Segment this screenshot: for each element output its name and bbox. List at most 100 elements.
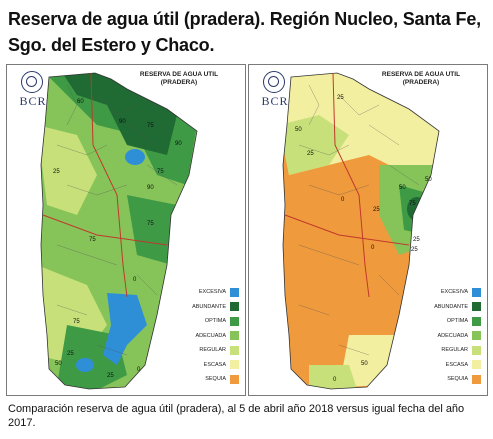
legend-item-regular: REGULAR: [175, 343, 243, 358]
figure-caption: Comparación reserva de agua útil (prader…: [8, 403, 465, 429]
legend-swatch: [472, 302, 481, 312]
contour-label: 25: [411, 247, 418, 253]
logo-text: BCR: [261, 94, 289, 108]
department-borders: [298, 84, 420, 356]
bcr-logo: BCR: [15, 71, 51, 111]
contour-label: 75: [147, 221, 154, 227]
logo-text: BCR: [19, 94, 47, 108]
legend: EXCESIVA ABUNDANTE OPTIMA ADECUADA REGUL…: [417, 285, 485, 387]
contour-label: 50: [399, 185, 406, 191]
legend-item-excesiva: EXCESIVA: [175, 285, 243, 300]
map-2018: 60 90 75 90 75 90 25 75 75 0 75 25 50 25…: [40, 72, 198, 390]
bcr-logo: BCR: [257, 71, 293, 111]
zone-regular: [41, 125, 97, 215]
legend-swatch: [472, 287, 481, 297]
legend-item-escasa: ESCASA: [175, 358, 243, 373]
legend-item-escasa: ESCASA: [417, 358, 485, 373]
legend-swatch: [472, 360, 481, 370]
legend-label: ABUNDANTE: [192, 303, 226, 310]
zone-excesiva-north: [125, 149, 145, 165]
legend-label: REGULAR: [441, 347, 468, 354]
legend-item-abundante: ABUNDANTE: [417, 300, 485, 315]
contour-label: 25: [373, 207, 380, 213]
region-outline: [40, 72, 198, 390]
contour-label: 25: [307, 151, 314, 157]
legend-item-regular: REGULAR: [417, 343, 485, 358]
panel-header-subtitle: (PRADERA): [402, 79, 440, 86]
legend-item-sequia: SEQUIA: [175, 372, 243, 387]
contour-label: 90: [119, 119, 126, 125]
legend-item-adecuada: ADECUADA: [175, 329, 243, 344]
contour-label: 25: [107, 373, 114, 379]
panel-header: RESERVA DE AGUA UTIL (PRADERA): [361, 71, 481, 87]
legend-item-excesiva: EXCESIVA: [417, 285, 485, 300]
department-borders: [56, 84, 178, 356]
contour-label: 0: [133, 277, 137, 283]
zone-excesiva-south: [76, 358, 94, 372]
legend-label: EXCESIVA: [198, 289, 226, 296]
legend-label: REGULAR: [199, 347, 226, 354]
legend-label: ABUNDANTE: [434, 303, 468, 310]
contour-label: 75: [73, 319, 80, 325]
legend-swatch: [230, 287, 239, 297]
legend-label: SEQUIA: [447, 376, 468, 383]
legend-item-optima: OPTIMA: [417, 314, 485, 329]
contour-label: 75: [147, 123, 154, 129]
contour-label: 0: [137, 367, 141, 373]
zone-regular: [283, 115, 349, 175]
region-outline: [282, 72, 440, 390]
legend-label: ADECUADA: [195, 332, 226, 339]
contour-labels: 60 90 75 90 75 90 25 75 75 0 75 25 50 25…: [53, 99, 182, 379]
contour-label: 25: [53, 169, 60, 175]
legend-item-optima: OPTIMA: [175, 314, 243, 329]
contour-label: 0: [341, 197, 345, 203]
zone-optima: [399, 185, 434, 235]
contour-label: 25: [413, 237, 420, 243]
province-border-2: [284, 214, 410, 246]
legend-label: EXCESIVA: [440, 289, 468, 296]
zone-optima-center: [127, 195, 177, 265]
legend-item-adecuada: ADECUADA: [417, 329, 485, 344]
legend-swatch: [230, 316, 239, 326]
legend-label: ESCASA: [445, 361, 468, 368]
contour-label: 75: [409, 201, 416, 207]
contour-label: 90: [147, 185, 154, 191]
contour-label: 60: [77, 99, 84, 105]
contour-label: 25: [67, 351, 74, 357]
legend-swatch: [230, 302, 239, 312]
contour-label: 25: [337, 95, 344, 101]
bcr-seal-icon: [263, 71, 285, 93]
legend-swatch: [230, 331, 239, 341]
legend-swatch: [230, 374, 239, 384]
contour-label: 75: [157, 169, 164, 175]
map-2017: 25 50 25 50 50 25 75 25 0 25 0 0 50: [282, 72, 440, 390]
legend: EXCESIVA ABUNDANTE OPTIMA ADECUADA REGUL…: [175, 285, 243, 387]
panel-header: RESERVA DE AGUA UTIL (PRADERA): [119, 71, 239, 87]
page-title: Reserva de agua útil (pradera). Región N…: [8, 9, 481, 55]
legend-label: ESCASA: [203, 361, 226, 368]
legend-label: OPTIMA: [446, 318, 468, 325]
legend-item-sequia: SEQUIA: [417, 372, 485, 387]
contour-label: 0: [371, 245, 375, 251]
legend-label: OPTIMA: [204, 318, 226, 325]
legend-swatch: [472, 331, 481, 341]
legend-swatch: [230, 345, 239, 355]
province-border: [90, 72, 128, 298]
panel-header-subtitle: (PRADERA): [160, 79, 198, 86]
contour-label: 75: [89, 237, 96, 243]
legend-label: SEQUIA: [205, 376, 226, 383]
province-border: [332, 72, 370, 298]
legend-swatch: [230, 360, 239, 370]
contour-label: 50: [361, 361, 368, 367]
legend-item-abundante: ABUNDANTE: [175, 300, 243, 315]
contour-label: 90: [175, 141, 182, 147]
bcr-seal-icon: [21, 71, 43, 93]
legend-swatch: [472, 374, 481, 384]
province-border-2: [42, 214, 168, 246]
legend-swatch: [472, 316, 481, 326]
map-panel-2018: 60 90 75 90 75 90 25 75 75 0 75 25 50 25…: [6, 64, 246, 396]
contour-label: 50: [425, 177, 432, 183]
map-panel-2017: 25 50 25 50 50 25 75 25 0 25 0 0 50 BCR …: [248, 64, 488, 396]
panel-header-title: RESERVA DE AGUA UTIL: [381, 71, 461, 78]
contour-label: 50: [295, 127, 302, 133]
